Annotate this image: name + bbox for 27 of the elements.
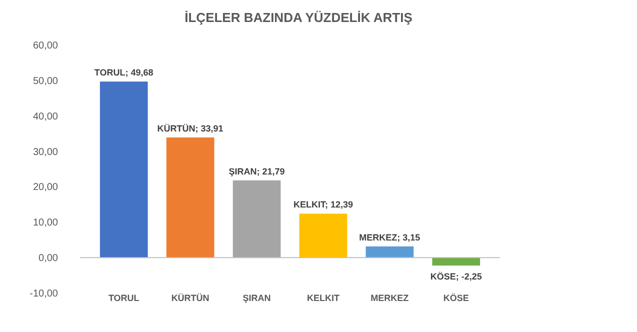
y-tick-label: 50,00 bbox=[32, 76, 58, 87]
bar bbox=[166, 137, 214, 258]
bar bbox=[299, 214, 348, 258]
data-label: ŞIRAN; 21,79 bbox=[228, 166, 285, 176]
bar bbox=[366, 246, 414, 258]
y-tick-label: 0,00 bbox=[38, 253, 58, 264]
y-tick-label: 40,00 bbox=[32, 111, 58, 122]
y-tick-label: 20,00 bbox=[32, 182, 58, 194]
x-tick-label: MERKEZ bbox=[370, 293, 410, 303]
x-tick-label: KELKIT bbox=[306, 293, 340, 303]
x-tick-label: KÖSE bbox=[443, 293, 469, 303]
x-tick-label: ŞIRAN bbox=[242, 293, 271, 303]
y-tick-label: 30,00 bbox=[32, 146, 58, 158]
data-label: KÜRTÜN; 33,91 bbox=[157, 123, 224, 134]
x-tick-label: TORUL bbox=[108, 293, 140, 303]
bar bbox=[432, 258, 480, 266]
data-label: TORUL; 49,68 bbox=[94, 68, 154, 78]
bar bbox=[232, 180, 281, 258]
data-label: MERKEZ; 3,15 bbox=[359, 232, 420, 242]
data-label: KÖSE; -2,25 bbox=[430, 272, 482, 282]
chart-title: İLÇELER BAZINDA YÜZDELİK ARTIŞ bbox=[184, 10, 413, 25]
x-tick-label: KÜRTÜN bbox=[171, 293, 210, 303]
y-tick-label: 10,00 bbox=[32, 218, 58, 229]
y-tick-label: 60,00 bbox=[32, 40, 58, 52]
data-label: KELKIT; 12,39 bbox=[293, 200, 353, 210]
y-tick-label: -10,00 bbox=[30, 288, 58, 300]
bar bbox=[100, 82, 148, 258]
